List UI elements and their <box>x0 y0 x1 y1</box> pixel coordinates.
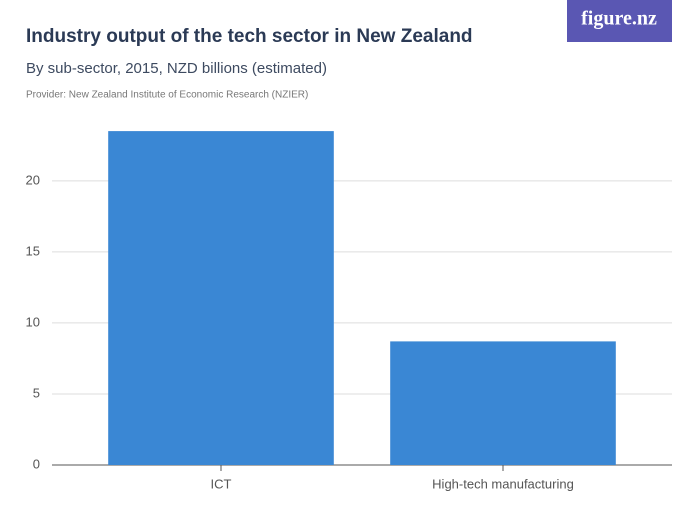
logo: figure.nz <box>581 8 657 30</box>
y-tick-label: 0 <box>33 456 40 471</box>
chart-subtitle: By sub-sector, 2015, NZD billions (estim… <box>26 60 327 77</box>
bar <box>390 341 616 465</box>
x-tick-label: ICT <box>211 476 232 491</box>
chart-title: Industry output of the tech sector in Ne… <box>26 26 473 47</box>
y-tick-label: 5 <box>33 385 40 400</box>
x-tick-label: High-tech manufacturing <box>432 476 574 491</box>
logo-box <box>567 0 672 42</box>
bar <box>108 131 334 465</box>
source: Provider: New Zealand Institute of Econo… <box>26 90 308 101</box>
y-tick-label: 20 <box>26 172 40 187</box>
y-tick-label: 10 <box>26 314 40 329</box>
y-tick-label: 15 <box>26 243 40 258</box>
